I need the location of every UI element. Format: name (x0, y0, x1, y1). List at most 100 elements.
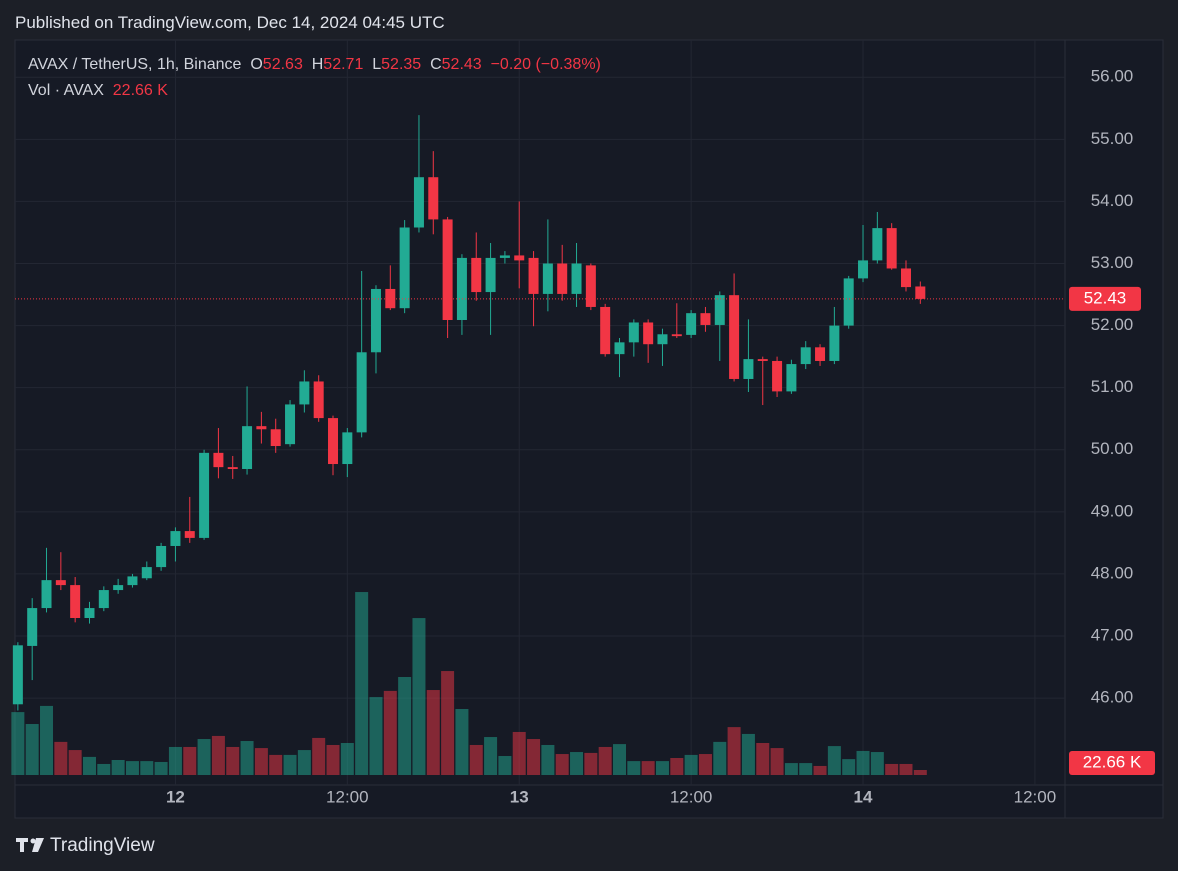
candle-body (514, 255, 525, 261)
published: Published on TradingView.com, Dec 14, 20… (15, 13, 445, 32)
y-tick-label: 47.00 (1091, 625, 1134, 644)
volume-bar (154, 761, 168, 775)
candle-body (299, 381, 310, 405)
candle-body (328, 418, 339, 465)
x-tick-label: 13 (510, 787, 529, 806)
candle-body (686, 313, 697, 335)
candle-body (428, 177, 439, 220)
candle-body (585, 265, 596, 307)
candle-body (485, 257, 496, 293)
volume-bar (168, 746, 182, 775)
candle-body (170, 531, 181, 546)
candle-body (886, 228, 897, 269)
volume-badge-label: 22.66 K (1083, 752, 1142, 771)
volume-bars (11, 592, 927, 775)
x-tick-label: 12:00 (326, 787, 369, 806)
volume-bar (641, 761, 655, 775)
candle-body (98, 590, 109, 609)
close-value: 52.43 (441, 56, 482, 73)
volume-bar (799, 763, 813, 775)
candle-body (600, 306, 611, 355)
open-value: 52.63 (262, 56, 303, 73)
y-tick-label: 50.00 (1091, 439, 1134, 458)
brand-logo (16, 838, 44, 852)
volume-bar (741, 733, 755, 775)
volume-bar (355, 592, 369, 775)
volume-bar (226, 746, 240, 775)
volume-bar (913, 769, 927, 775)
y-tick-label: 49.00 (1091, 501, 1134, 520)
volume-bar (627, 761, 641, 775)
candle-body (843, 278, 854, 326)
candle-body (872, 228, 883, 261)
volume-bar (584, 752, 598, 775)
x-tick-label: 12:00 (1014, 787, 1057, 806)
candle-body (41, 580, 52, 609)
volume-badge (1069, 751, 1155, 775)
volume-bar (770, 748, 784, 775)
candle-body (528, 257, 539, 294)
candle-body (700, 313, 711, 325)
volume-bar (455, 709, 469, 775)
h-label: H (311, 56, 324, 73)
volume-bar (11, 712, 25, 775)
volume-bar (613, 744, 627, 775)
y-tick-label: 48.00 (1091, 563, 1134, 582)
volume-bar (512, 731, 526, 775)
candle-body (557, 263, 568, 294)
candle-body (671, 334, 682, 337)
candle-body (657, 334, 668, 345)
volume-bar (82, 756, 96, 775)
candle-body (471, 257, 482, 293)
last-price-label: 52.43 (1084, 288, 1127, 307)
candle-body (714, 295, 725, 325)
candle-body (829, 325, 840, 361)
candle-body (442, 219, 453, 320)
volume-bar (140, 761, 154, 775)
volume-bar (813, 765, 827, 775)
volume-bar (412, 618, 426, 775)
candle-body (542, 263, 553, 294)
volume-bar (369, 697, 383, 775)
y-tick-label: 52.00 (1091, 315, 1134, 334)
volume-bar (756, 742, 770, 775)
volume-bar (240, 741, 254, 775)
brand: TradingView (50, 835, 155, 856)
candle-body (729, 295, 740, 379)
candle-body (213, 452, 224, 468)
volume-value: 22.66 K (112, 82, 168, 99)
candle-body (242, 426, 253, 469)
volume-bar (297, 750, 311, 775)
o-label: O (250, 56, 263, 73)
candle-body (499, 255, 510, 258)
volume-bar (498, 756, 512, 775)
volume-bar (469, 744, 483, 775)
volume-bar (111, 759, 125, 775)
candle-body (815, 347, 826, 361)
volume-bar (598, 746, 612, 775)
candle-body (113, 585, 124, 591)
candle-body (285, 404, 296, 445)
candle-body (342, 432, 353, 465)
volume-bar (68, 750, 82, 775)
volume-bar (269, 754, 283, 775)
candle-body (858, 260, 869, 279)
volume-bar (125, 761, 139, 775)
volume-bar (40, 705, 54, 775)
volume-bar (784, 763, 798, 775)
volume-bar (727, 727, 741, 775)
x-tick-label: 14 (854, 787, 873, 806)
volume-bar (827, 746, 841, 775)
low-value: 52.35 (381, 56, 422, 73)
volume-bar (541, 744, 555, 775)
axes: 46.00 47.00 48.00 49.00 50.00 51.00 52.00 53.00… (15, 67, 1155, 806)
candle-body (127, 576, 138, 586)
candle-body (156, 545, 167, 568)
volume-bar (197, 739, 211, 775)
volume-bar (684, 754, 698, 775)
candle-body (399, 227, 410, 309)
y-tick-label: 51.00 (1091, 377, 1134, 396)
volume-bar (842, 759, 856, 775)
y-tick-label: 54.00 (1091, 191, 1134, 210)
candle-body (227, 467, 238, 469)
